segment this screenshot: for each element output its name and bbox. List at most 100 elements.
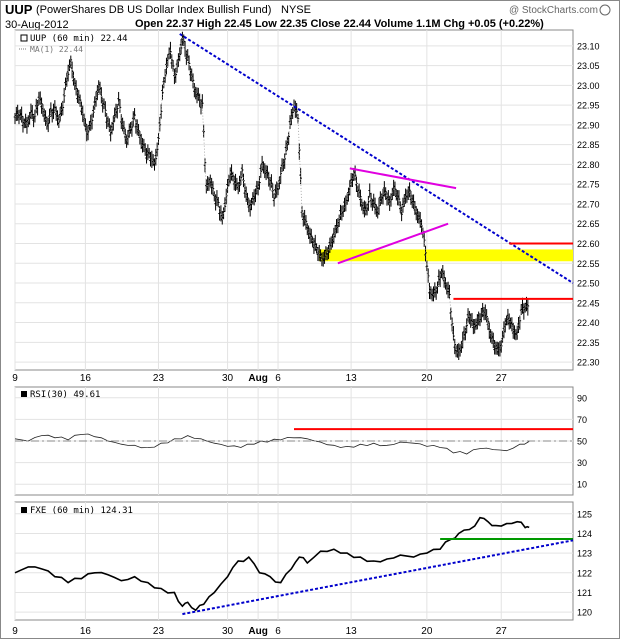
price-bar [296, 113, 300, 124]
price-bar [201, 94, 204, 109]
price-legend: UUP (60 min) 22.44 [30, 34, 128, 44]
x-tick-label: 16 [80, 373, 92, 384]
price-bar [425, 260, 429, 272]
brand-logo-icon [599, 4, 611, 16]
y-tick-label: 23.05 [577, 61, 600, 71]
price-bar [40, 97, 43, 114]
price-bar [295, 102, 298, 118]
price-legend-swatch [20, 34, 28, 42]
annotation-line [349, 167, 457, 190]
y-tick-label: 22.65 [577, 219, 600, 229]
x-tick-label: 30 [222, 373, 234, 384]
y-tick-label: 22.40 [577, 318, 600, 328]
support-zone [319, 249, 573, 262]
y-tick-label: 124 [577, 529, 592, 539]
y-tick-label: 121 [577, 588, 592, 598]
y-tick-label: 22.75 [577, 180, 600, 190]
annotation-layer [15, 33, 574, 616]
y-tick-label: 30 [577, 458, 587, 468]
y-tick-label: 22.35 [577, 338, 600, 348]
zone-layer [319, 249, 573, 262]
price-bar [424, 245, 427, 262]
annotation-line [179, 33, 574, 284]
price-bar [369, 192, 373, 208]
series-layer [13, 31, 530, 612]
y-tick-label: 122 [577, 568, 592, 578]
price-bar [240, 164, 244, 177]
price-bar [246, 192, 249, 206]
rsi-legend-swatch [21, 391, 27, 397]
price-bar [36, 99, 39, 116]
y-tick-label: 22.95 [577, 101, 600, 111]
y-tick-label: 123 [577, 549, 592, 559]
price-bar [258, 176, 261, 190]
ticker-description: (PowerShares DB US Dollar Index Bullish … [36, 4, 271, 16]
ma-line [14, 37, 530, 356]
price-bar [291, 107, 294, 120]
price-bar [393, 181, 397, 196]
y-tick-label: 10 [577, 480, 587, 490]
x-tick-label: 20 [421, 373, 433, 384]
price-bar [165, 57, 168, 75]
y-tick-label: 22.60 [577, 239, 600, 249]
price-bar [52, 103, 55, 120]
chart-date: 30-Aug-2012 [5, 19, 69, 31]
stockcharts-brand: @ StockCharts.com [509, 5, 598, 16]
price-bar [123, 128, 127, 144]
exchange-label: NYSE [281, 4, 311, 16]
price-bar [61, 100, 65, 116]
fxe-legend-swatch [21, 507, 27, 513]
label-layer: 23.10 23.05 23.00 22.95 22.90 22.85 22.80 22.75… [12, 41, 599, 637]
price-bar [373, 197, 377, 215]
x-tick-label: 27 [496, 626, 508, 637]
fxe-panel [14, 501, 574, 621]
price-bar [239, 171, 243, 185]
price-bar [108, 118, 111, 133]
price-bar [465, 318, 469, 334]
x-tick-label: 6 [275, 626, 281, 637]
fxe-legend: FXE (60 min) 124.31 [30, 506, 133, 516]
x-tick-label: 20 [421, 626, 433, 637]
x-tick-label: Aug [248, 626, 267, 637]
y-tick-label: 125 [577, 509, 592, 519]
price-bar [453, 338, 457, 355]
x-tick-label: 30 [222, 626, 234, 637]
price-bar [191, 73, 195, 89]
price-bar [116, 103, 119, 119]
annotation-line [182, 539, 574, 616]
fxe-line [14, 516, 530, 612]
price-bar [450, 317, 454, 332]
price-bar [408, 182, 411, 198]
price-bar [420, 219, 423, 234]
y-tick-label: 23.00 [577, 81, 600, 91]
y-tick-label: 120 [577, 608, 592, 618]
annotation-line [337, 222, 449, 265]
grid-layer [14, 30, 573, 620]
y-tick-label: 22.50 [577, 279, 600, 289]
price-bar [86, 125, 90, 141]
price-bar [270, 174, 273, 188]
price-bar [112, 116, 115, 131]
x-tick-label: Aug [248, 373, 267, 384]
price-bar [397, 190, 401, 206]
y-tick-label: 23.10 [577, 41, 600, 51]
ma-legend: MA(1) 22.44 [30, 45, 83, 54]
y-tick-label: 90 [577, 393, 587, 403]
x-tick-label: 6 [275, 373, 281, 384]
price-bar [526, 298, 530, 316]
y-tick-label: 22.90 [577, 120, 600, 130]
price-bar [211, 181, 215, 196]
price-bar [178, 47, 182, 62]
price-bar [130, 121, 134, 137]
y-tick-label: 22.70 [577, 199, 600, 209]
ticker-symbol: UUP [5, 2, 33, 17]
quote-summary: Open 22.37 High 22.45 Low 22.35 Close 22… [135, 18, 544, 30]
y-tick-label: 22.30 [577, 358, 600, 368]
x-tick-label: 23 [153, 626, 165, 637]
price-bar [367, 195, 370, 211]
rsi-legend: RSI(30) 49.61 [30, 390, 100, 400]
price-bar [400, 206, 403, 222]
x-tick-label: 27 [496, 373, 508, 384]
y-tick-label: 22.80 [577, 160, 600, 170]
